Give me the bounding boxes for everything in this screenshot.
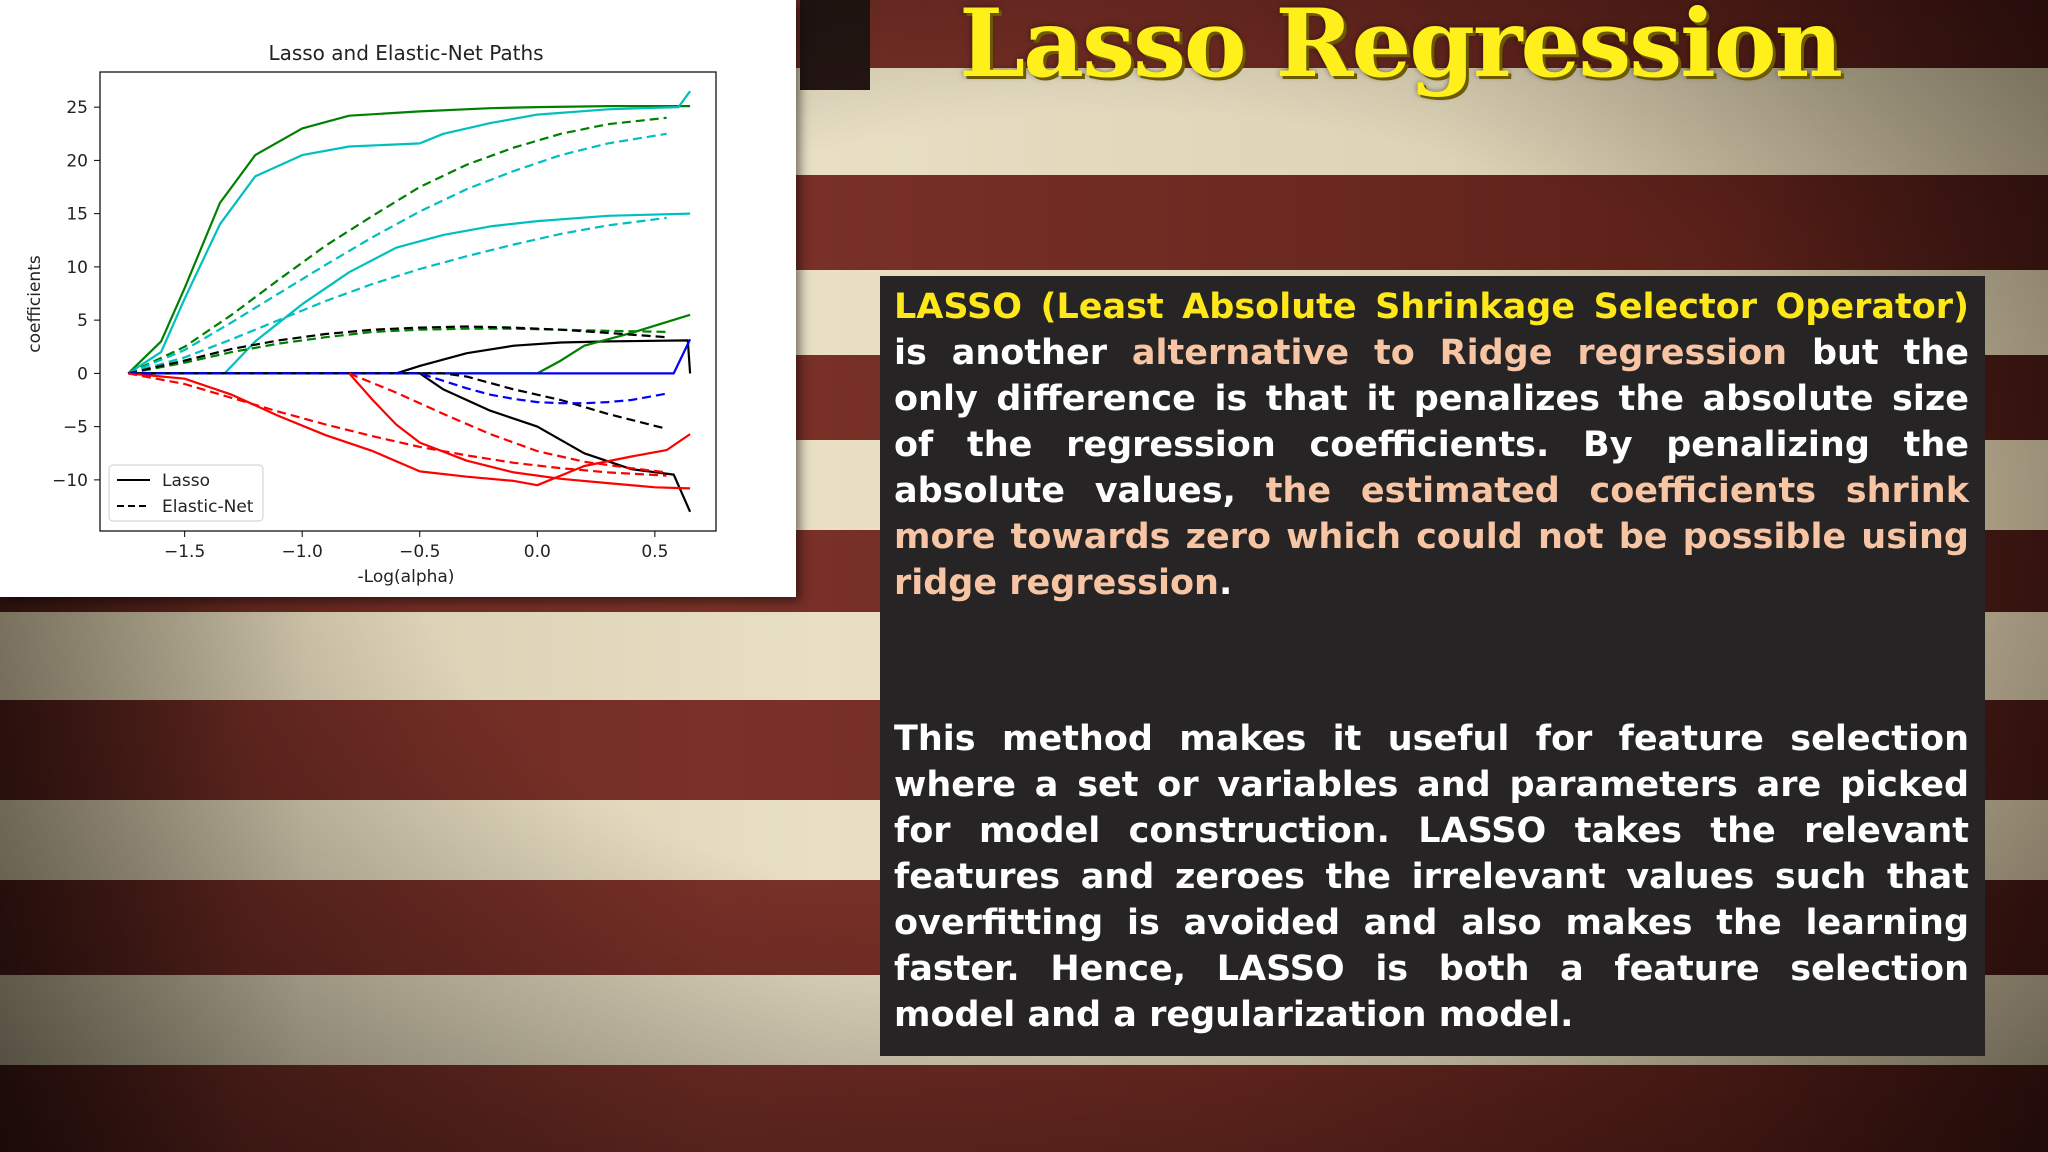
background-dark-corner <box>800 0 870 90</box>
paragraph-feature-selection: This method makes it useful for feature … <box>894 719 1969 1035</box>
flag-stripe <box>0 1065 2048 1152</box>
y-tick-label: 5 <box>77 311 88 331</box>
slide-title: Lasso Regression <box>959 0 1843 99</box>
y-tick-label: −5 <box>63 418 88 438</box>
lasso-path-line <box>128 339 692 375</box>
elastic-net-path-line <box>127 132 667 375</box>
lasso-path-line <box>348 372 691 490</box>
lasso-term: LASSO (Least Absolute Shrinkage Selector… <box>894 287 1969 327</box>
para1-text-b: but the only difference is that it penal… <box>894 333 1969 511</box>
para1-text-end: . <box>1218 563 1233 603</box>
chart-image: Lasso and Elastic-Net Paths coefficients… <box>0 0 796 597</box>
shrink-phrase: the estimated coefficients shrink more t… <box>894 471 1969 603</box>
chart-title: Lasso and Elastic-Net Paths <box>268 41 543 65</box>
x-tick-label: 0.5 <box>641 542 668 562</box>
explanation-textbox: LASSO (Least Absolute Shrinkage Selector… <box>880 276 1985 1056</box>
lasso-path-line <box>127 104 691 375</box>
legend-label-lasso: Lasso <box>162 471 210 491</box>
x-tick-label: −0.5 <box>399 542 440 562</box>
y-tick-label: 10 <box>66 258 88 278</box>
elastic-net-path-line <box>128 372 667 405</box>
chart-lines <box>127 90 692 513</box>
chart-plot-frame <box>99 71 717 532</box>
x-tick-label: −1.5 <box>164 542 205 562</box>
lasso-path-line <box>223 212 691 375</box>
lasso-path-line <box>128 372 691 487</box>
elastic-net-path-line <box>127 372 667 477</box>
chart-y-axis-label: coefficients <box>25 255 45 353</box>
y-tick-label: −10 <box>52 471 88 491</box>
elastic-net-path-line <box>127 216 667 375</box>
ridge-alternative-phrase: alternative to Ridge regression <box>1131 333 1788 373</box>
legend-label-elastic-net: Elastic-Net <box>162 497 254 517</box>
x-tick-label: 0.0 <box>524 542 551 562</box>
y-tick-label: 0 <box>77 364 88 384</box>
lasso-elastic-net-chart: Lasso and Elastic-Net Paths coefficients… <box>25 41 717 587</box>
lasso-path-line <box>128 313 691 375</box>
chart-x-axis-label: -Log(alpha) <box>358 567 455 587</box>
y-tick-label: 25 <box>66 98 88 118</box>
chart-ticks: −1.5 −1.0 −0.5 0.0 0.5 25 20 15 10 5 0 −5 −10 <box>52 98 668 562</box>
elastic-net-path-line <box>127 325 667 375</box>
elastic-net-path-line <box>128 372 667 430</box>
lasso-path-line <box>127 90 691 375</box>
y-tick-label: 15 <box>66 205 88 225</box>
elastic-net-path-line <box>127 327 667 375</box>
para1-text-a: is another <box>894 333 1132 373</box>
paragraph-definition: LASSO (Least Absolute Shrinkage Selector… <box>894 284 1969 606</box>
elastic-net-path-line <box>348 372 667 474</box>
chart-legend: Lasso Elastic-Net <box>108 464 264 522</box>
elastic-net-path-line <box>127 116 667 375</box>
lasso-path-line <box>128 372 692 513</box>
y-tick-label: 20 <box>66 151 88 171</box>
x-tick-label: −1.0 <box>282 542 323 562</box>
